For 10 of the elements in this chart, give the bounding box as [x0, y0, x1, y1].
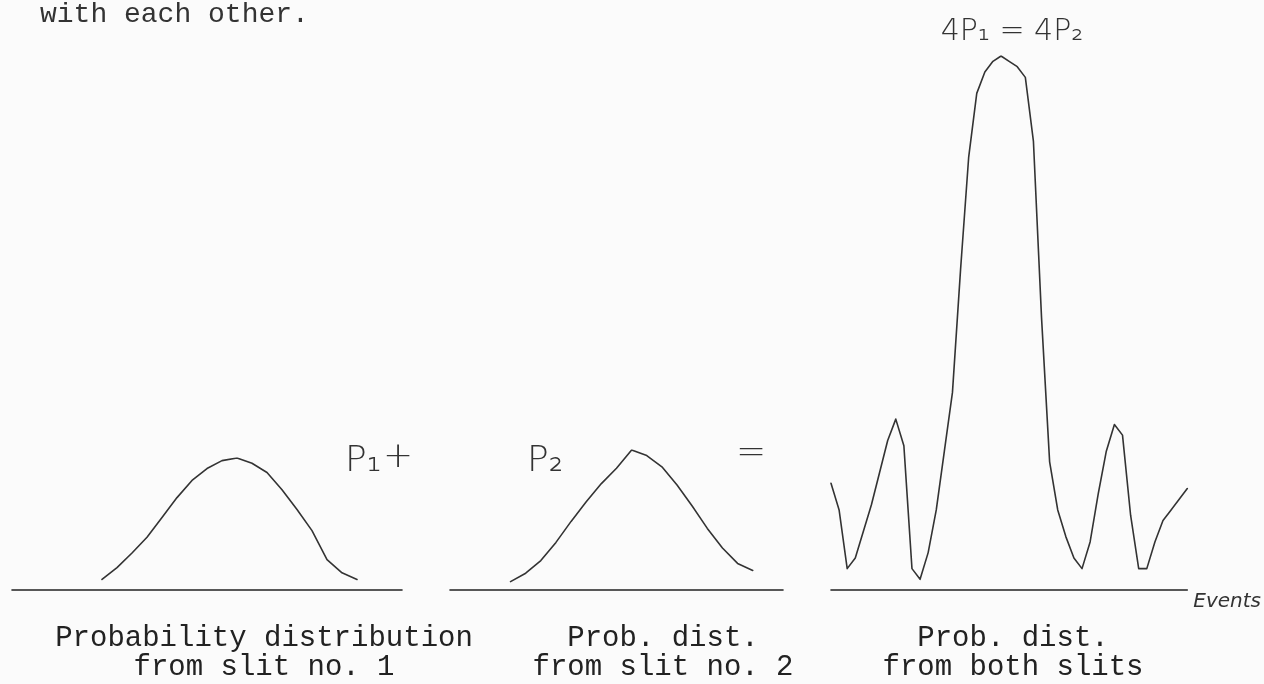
series-label: P₁ — [345, 437, 382, 479]
text: Prob. dist. from both slits — [882, 622, 1144, 684]
text: Probability distribution from slit no. 1 — [55, 622, 473, 684]
text: with each other. — [40, 0, 309, 30]
text: 4P₁ = 4P₂ — [940, 11, 1084, 47]
x-axis-title: Events — [1193, 588, 1261, 612]
annotation: = — [735, 429, 767, 471]
text: Prob. dist. from slit no. 2 — [532, 622, 794, 684]
series-label: P₂ — [527, 437, 564, 479]
annotation: + — [382, 433, 414, 475]
